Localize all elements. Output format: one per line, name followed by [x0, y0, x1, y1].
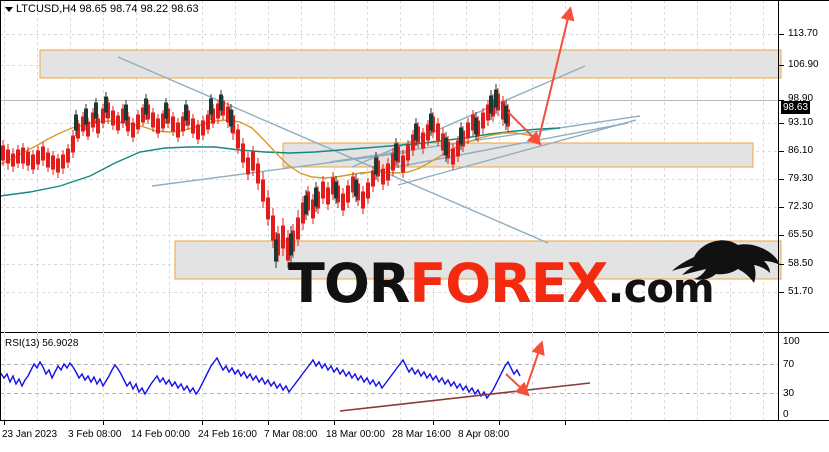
time-axis-label: 14 Feb 00:00: [131, 429, 190, 440]
rsi-forecast-up-arrow: [524, 340, 545, 393]
price-axis-label: 72.30: [788, 201, 814, 212]
rsi-title-text: RSI(13) 56.9028: [5, 338, 79, 349]
time-axis-label: 7 Mar 08:00: [264, 429, 318, 440]
time-axis-label: 23 Jan 2023: [2, 429, 58, 440]
price-axis-label: 106.90: [788, 59, 819, 70]
price-axis-label: 51.70: [788, 286, 814, 297]
chart-left-border: [0, 0, 1, 420]
rsi-forecast-down-arrow: [505, 373, 530, 397]
candlestick-series: [1, 84, 510, 268]
time-axis-label: 28 Mar 16:00: [392, 429, 451, 440]
triangle-down-icon[interactable]: [5, 6, 13, 12]
rsi-axis-label-70: 70: [783, 359, 795, 370]
ascending-trendline-channel-top: [351, 65, 586, 168]
chart-top-border: [0, 0, 829, 1]
rsi-axis-label-30: 30: [783, 388, 795, 399]
ascending-trendline-channel-bottom: [397, 119, 637, 186]
time-axis-label: 18 Mar 00:00: [326, 429, 385, 440]
rsi-forecast-arrows: [505, 340, 545, 397]
price-chart-canvas: [0, 0, 782, 333]
price-chart-pane[interactable]: TORFOREX.com: [0, 0, 829, 333]
descending-trendline-short: [151, 151, 411, 187]
chart-title-bar[interactable]: LTCUSD,H4 98.65 98.74 98.22 98.63: [5, 3, 199, 15]
forecast-arrows: [507, 6, 575, 146]
rsi-axis-label-0: 0: [783, 409, 789, 420]
price-axis-label: 58.50: [788, 258, 814, 269]
price-axis-label-high: 98.90: [788, 93, 814, 104]
time-axis[interactable]: 23 Jan 2023 3 Feb 08:00 14 Feb 00:00 24 …: [0, 420, 829, 452]
price-axis-label: 65.50: [788, 229, 814, 240]
price-axis-label: 93.10: [788, 117, 814, 128]
middle-support-zone: [282, 142, 754, 168]
time-axis-label: 24 Feb 16:00: [198, 429, 257, 440]
price-axis-label: 79.30: [788, 173, 814, 184]
price-axis-separator: [778, 0, 779, 420]
lower-support-zone: [174, 240, 782, 280]
rsi-indicator-pane[interactable]: [0, 334, 829, 420]
rsi-line: [0, 356, 521, 400]
current-price-tag: 98.63: [781, 101, 811, 114]
price-forecast-down-arrow: [507, 111, 542, 146]
time-axis-label: 3 Feb 08:00: [68, 429, 122, 440]
ma-teal-line: [0, 127, 561, 197]
rsi-trendline: [339, 382, 591, 412]
price-forecast-up-arrow: [537, 6, 575, 143]
chart-title-text: LTCUSD,H4 98.65 98.74 98.22 98.63: [16, 3, 199, 15]
price-axis-label: 113.70: [788, 28, 818, 39]
rsi-axis-label-100: 100: [783, 336, 800, 347]
price-axis-label: 86.10: [788, 145, 814, 156]
time-axis-label: 8 Apr 08:00: [458, 429, 510, 440]
rsi-level-lines: [0, 364, 778, 394]
rsi-chart-canvas: [0, 334, 778, 420]
upper-resistance-zone: [39, 49, 782, 79]
rsi-vertical-gridlines: [4, 334, 764, 420]
